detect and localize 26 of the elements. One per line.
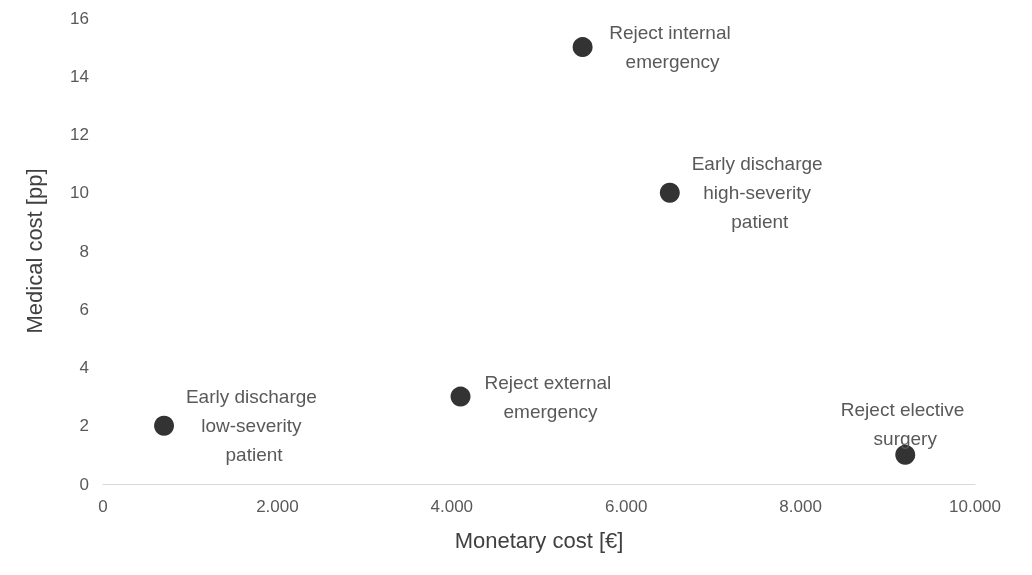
y-tick-label: 2 — [79, 416, 89, 436]
x-tick-label: 0 — [98, 497, 108, 516]
x-tick-label: 6.000 — [604, 497, 648, 516]
annotation: Reject elective surgery — [840, 398, 970, 449]
x-tick-label: 4.000 — [430, 497, 474, 516]
annotation: Early discharge high-severity patient — [691, 153, 828, 233]
y-tick-label: 10 — [70, 183, 89, 203]
annotation: Early discharge low-severity patient — [185, 386, 323, 466]
y-tick-label: 6 — [79, 299, 89, 319]
y-tick-label: 0 — [79, 474, 89, 494]
x-tick-label: 2.000 — [256, 497, 299, 516]
y-tick-label: 12 — [70, 125, 89, 144]
y-tick-label: 4 — [79, 358, 89, 377]
point — [450, 386, 471, 407]
point — [659, 182, 680, 203]
y-axis-title: Medical cost [pp] — [21, 168, 47, 334]
y-tick-label: 8 — [79, 241, 89, 261]
point — [154, 415, 175, 436]
annotation: Reject external emergency — [484, 371, 617, 422]
y-tick-label: 14 — [70, 66, 89, 86]
y-tick-label: 16 — [70, 8, 89, 28]
point — [572, 37, 593, 58]
x-tick-label: 10.000 — [949, 497, 1001, 516]
annotation: Reject internal emergency — [609, 22, 736, 73]
x-axis-title: Monetary cost [€] — [454, 527, 624, 553]
x-tick-label: 8.000 — [779, 497, 822, 516]
